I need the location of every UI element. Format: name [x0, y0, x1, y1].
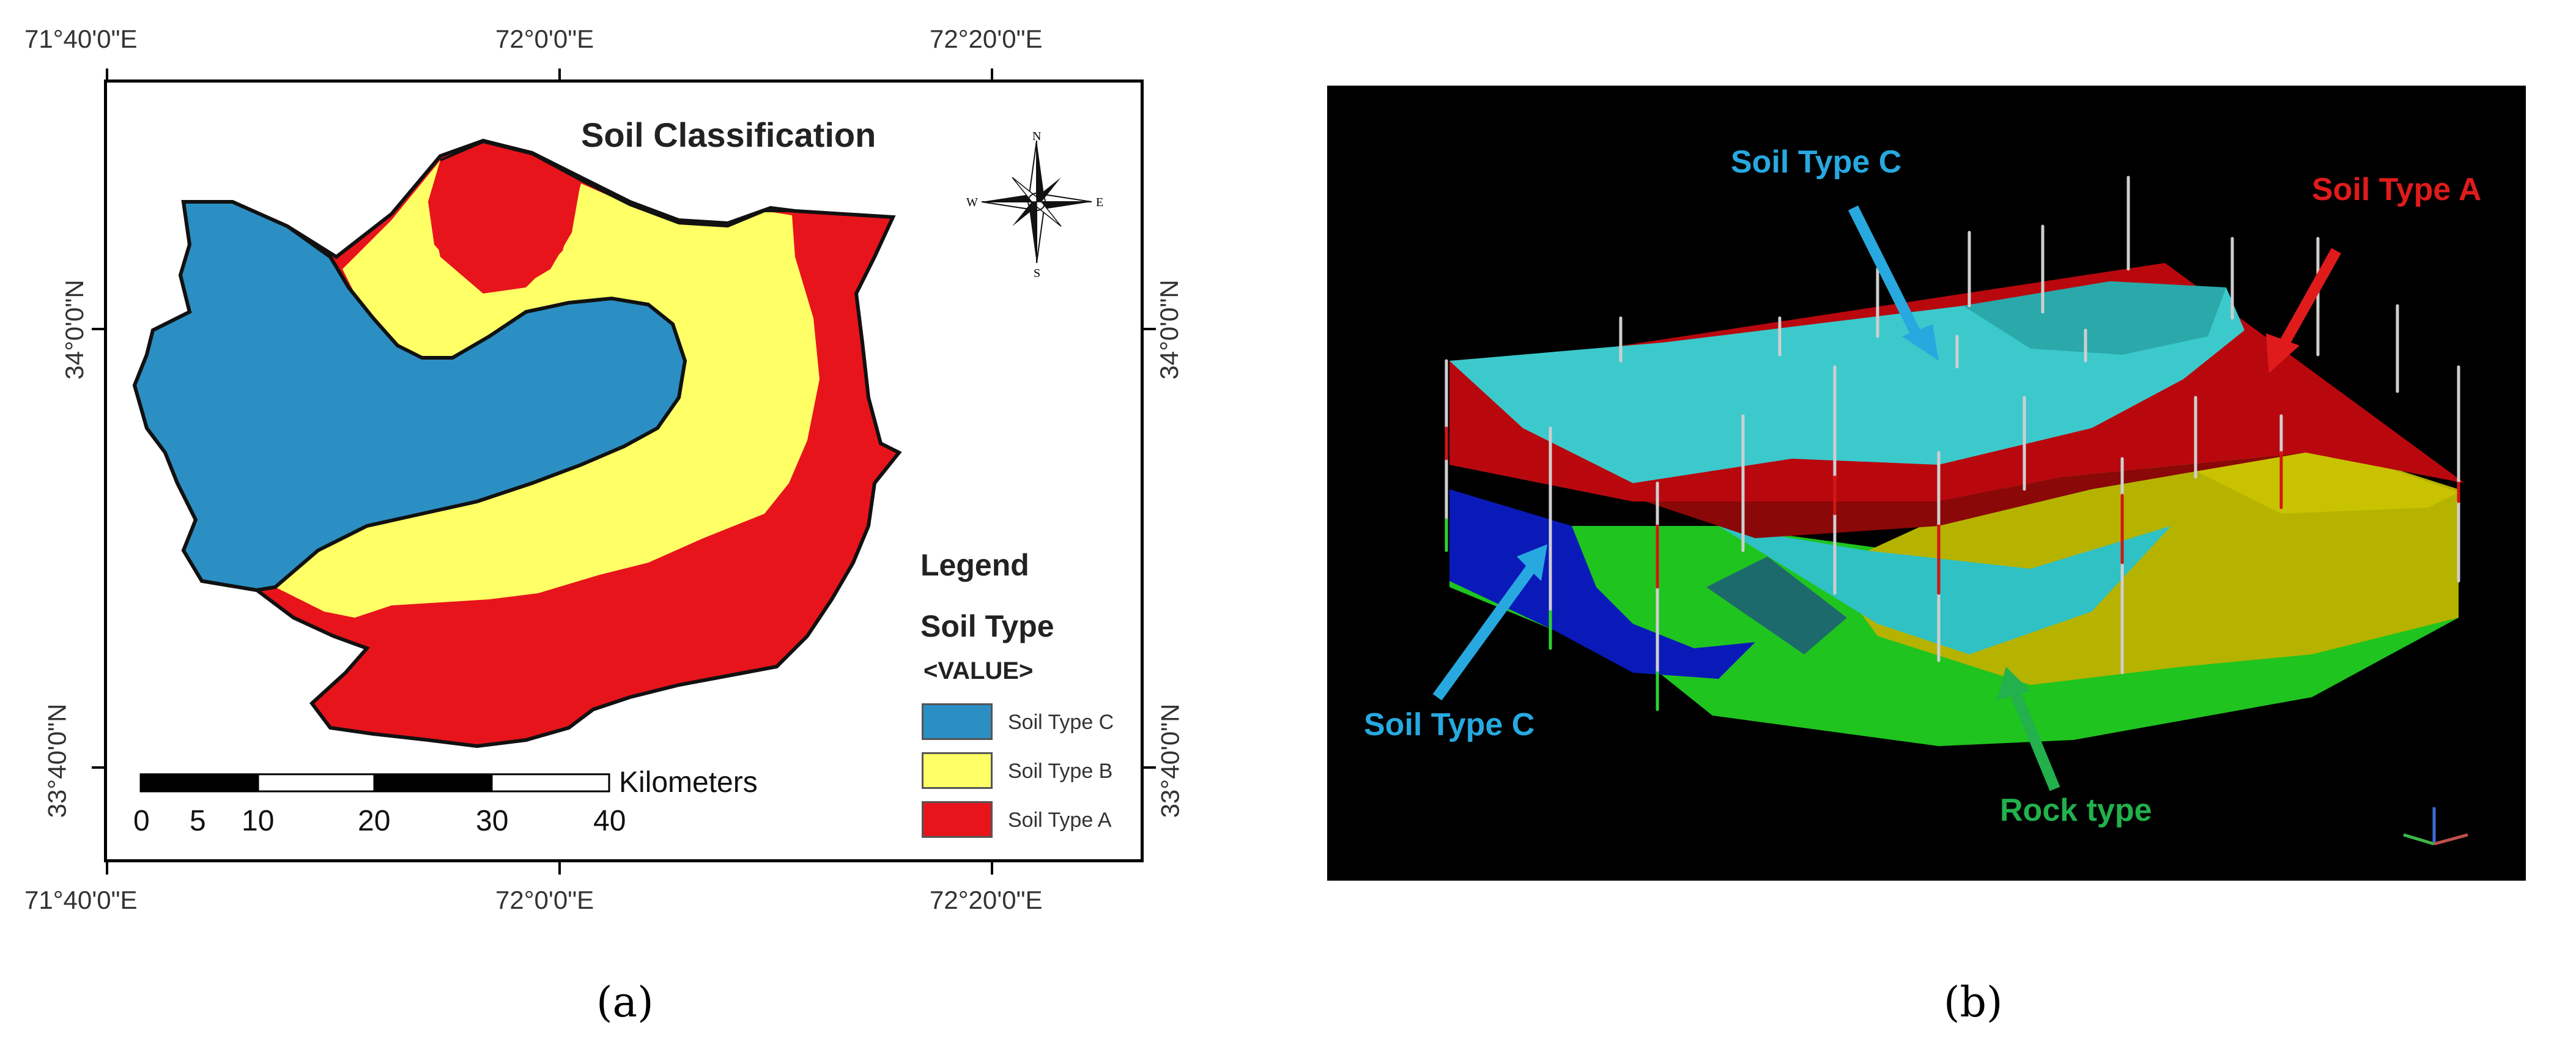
coord-top-2: 72°0'0"E: [495, 24, 594, 53]
legend-value-label: <VALUE>: [923, 657, 1034, 684]
arrow-soil-c-bottom-icon: [1432, 544, 1547, 701]
label-soil-a: Soil Type A: [2312, 172, 2482, 207]
compass-n: N: [1032, 130, 1042, 143]
legend-label-b: Soil Type B: [1008, 760, 1113, 783]
label-soil-c-top: Soil Type C: [1731, 144, 1902, 180]
legend-label-a: Soil Type A: [1008, 808, 1112, 832]
arrow-soil-c-top-icon: [1848, 205, 1939, 361]
caption-a: (a): [596, 979, 654, 1027]
legend-subheading: Soil Type: [920, 609, 1054, 643]
legend-heading: Legend: [920, 548, 1029, 582]
scale-tick-10: 10: [242, 805, 275, 837]
soil-classification-map: [132, 138, 1092, 749]
scale-tick-40: 40: [593, 805, 626, 837]
compass-s: S: [1034, 267, 1041, 280]
label-soil-c-bottom: Soil Type C: [1364, 707, 1535, 742]
legend-label-c: Soil Type C: [1008, 711, 1114, 734]
scale-tick-30: 30: [476, 805, 509, 837]
map-title: Soil Classification: [581, 116, 876, 154]
soil-type-c-region: [132, 200, 687, 593]
coord-bottom-2: 72°0'0"E: [495, 886, 594, 914]
soil-type-a-north: [428, 142, 581, 290]
soil-type-b-region: [275, 160, 820, 618]
soil-type-c-middle-layer: [1719, 526, 2171, 654]
scale-tick-20: 20: [358, 805, 391, 837]
caption-b: (b): [1944, 979, 2003, 1027]
subsurface-3d-model: [1432, 176, 2468, 846]
compass-e: E: [1096, 196, 1104, 209]
soil-type-c-bottom-layer: [1449, 489, 1755, 679]
label-rock-type: Rock type: [2000, 793, 2152, 828]
axes-gizmo-icon: [2403, 807, 2468, 846]
panel-b-3d-model: Soil Type C Soil Type A Soil Type C Rock…: [1327, 86, 2526, 881]
coord-top-1: 71°40'0"E: [24, 24, 138, 53]
arrow-rock-icon: [1997, 667, 2060, 791]
scale-bar-unit: Kilometers: [619, 766, 758, 799]
north-arrow-icon: [981, 140, 1092, 264]
scale-tick-0: 0: [133, 805, 150, 837]
coord-bottom-3: 72°20'0"E: [930, 886, 1043, 914]
legend-swatch-c: [922, 703, 993, 740]
arrow-soil-a-icon: [2266, 248, 2341, 373]
compass-w: W: [966, 196, 978, 209]
legend-swatch-a: [922, 801, 993, 838]
coord-top-3: 72°20'0"E: [930, 24, 1043, 53]
coordinate-ticks: [92, 68, 1156, 875]
legend-swatch-b: [922, 752, 993, 789]
map-frame: [104, 80, 1144, 862]
scale-tick-5: 5: [190, 805, 206, 837]
coord-bottom-1: 71°40'0"E: [24, 886, 138, 914]
scale-bar: [139, 773, 610, 793]
